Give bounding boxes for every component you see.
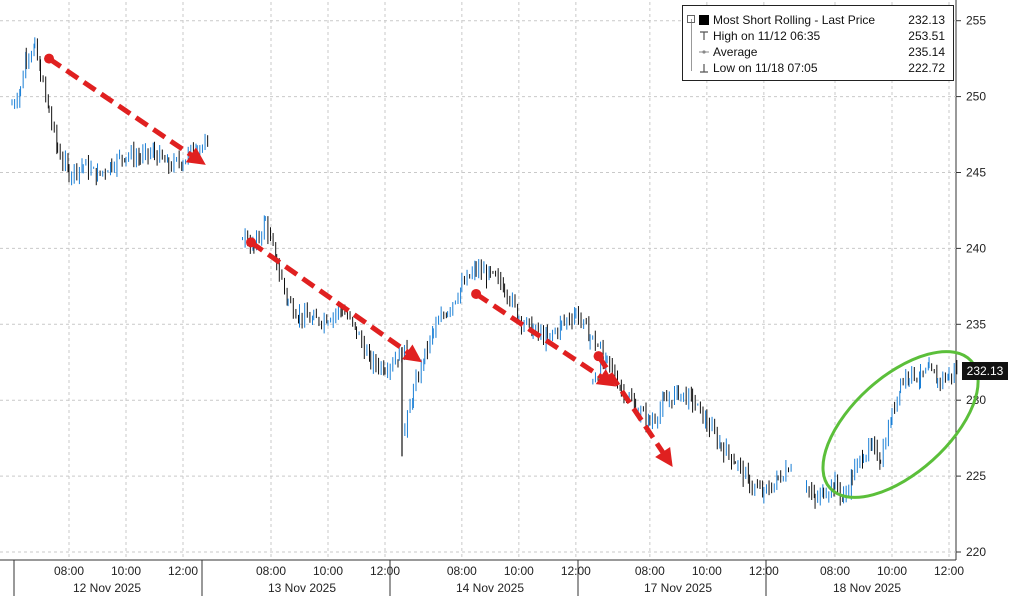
- legend-value: 253.51: [908, 28, 945, 44]
- y-tick-label: 245: [966, 166, 986, 180]
- legend-entry-last-price: Most Short Rolling - Last Price 232.13: [683, 12, 953, 28]
- y-tick-label: 255: [966, 14, 986, 28]
- y-tick-label: 235: [966, 317, 986, 331]
- legend-label: Low on 11/18 07:05: [713, 60, 818, 76]
- y-tick-label: 225: [966, 469, 986, 483]
- x-tick-label: 12:00: [168, 564, 198, 578]
- x-tick-label: 08:00: [256, 564, 286, 578]
- trend-arrow-line: [599, 356, 665, 455]
- y-tick-label: 220: [966, 545, 986, 559]
- day-label: 13 Nov 2025: [268, 581, 336, 595]
- legend-value: 235.14: [908, 44, 945, 60]
- day-label: 18 Nov 2025: [833, 581, 901, 595]
- x-tick-label: 12:00: [370, 564, 400, 578]
- last-price-tag: 232.13: [962, 362, 1008, 380]
- x-tick-label: 08:00: [820, 564, 850, 578]
- legend-value: 222.72: [908, 60, 945, 76]
- x-tick-label: 08:00: [635, 564, 665, 578]
- trend-arrow-line: [49, 59, 194, 157]
- chart-legend: Most Short Rolling - Last Price 232.13 H…: [682, 5, 954, 81]
- legend-label: Average: [713, 44, 757, 60]
- day-label: 12 Nov 2025: [73, 581, 141, 595]
- high-marker-icon: [699, 31, 709, 41]
- legend-entry-low: Low on 11/18 07:05 222.72: [683, 60, 953, 76]
- legend-entry-high: High on 11/12 06:35 253.51: [683, 28, 953, 44]
- x-tick-label: 10:00: [877, 564, 907, 578]
- trend-arrow-line: [251, 242, 411, 354]
- legend-toggle-icon[interactable]: [687, 15, 695, 23]
- day-label: 17 Nov 2025: [644, 581, 712, 595]
- x-tick-label: 08:00: [447, 564, 477, 578]
- legend-label: Most Short Rolling - Last Price: [713, 12, 875, 28]
- legend-value: 232.13: [908, 12, 945, 28]
- x-tick-label: 10:00: [313, 564, 343, 578]
- x-tick-label: 08:00: [54, 564, 84, 578]
- x-tick-label: 10:00: [111, 564, 141, 578]
- y-tick-label: 240: [966, 241, 986, 255]
- x-tick-label: 12:00: [934, 564, 964, 578]
- low-marker-icon: [699, 63, 709, 73]
- x-tick-label: 12:00: [561, 564, 591, 578]
- trend-arrow-line: [476, 294, 604, 379]
- x-tick-label: 10:00: [504, 564, 534, 578]
- x-tick-label: 12:00: [749, 564, 779, 578]
- y-tick-label: 250: [966, 90, 986, 104]
- legend-label: High on 11/12 06:35: [713, 28, 820, 44]
- x-tick-label: 10:00: [692, 564, 722, 578]
- day-label: 14 Nov 2025: [456, 581, 524, 595]
- legend-entry-average: Average 235.14: [683, 44, 953, 60]
- filled-square-icon: [699, 15, 709, 25]
- average-line-icon: [699, 47, 709, 57]
